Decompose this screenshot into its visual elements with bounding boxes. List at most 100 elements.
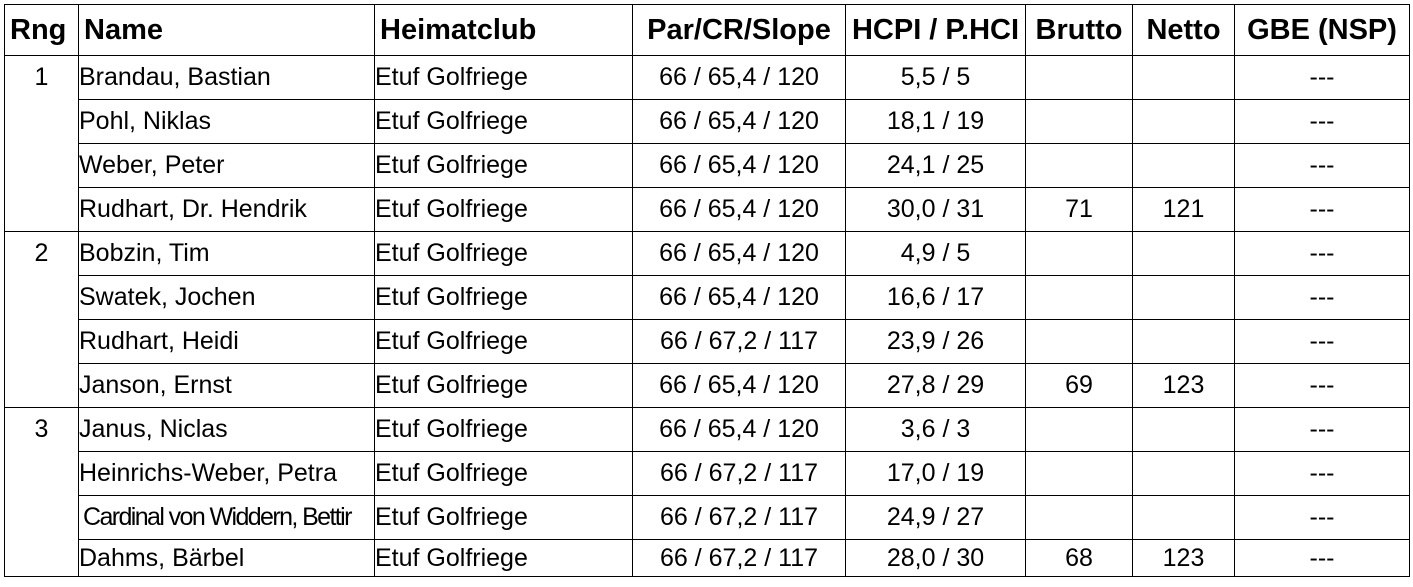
brutto-cell: 71 [1025, 187, 1133, 232]
brutto-cell [1025, 451, 1133, 496]
par-cr-slope-cell: 66 / 65,4 / 120 [632, 363, 846, 408]
player-name-cell: Janson, Ernst [78, 363, 375, 408]
par-cr-slope-cell: 66 / 67,2 / 117 [632, 451, 846, 496]
rank-cell: 3 [4, 407, 79, 452]
rank-cell [4, 275, 79, 320]
par-cr-slope-cell: 66 / 67,2 / 117 [632, 495, 846, 540]
player-name-cell: Heinrichs-Weber, Petra [78, 451, 375, 496]
header-name: Name [78, 4, 375, 56]
gbe-cell: --- [1234, 275, 1410, 320]
header-club: Heimatclub [374, 4, 633, 56]
brutto-cell [1025, 99, 1133, 144]
table-row: Heinrichs-Weber, Petra Etuf Golfriege 66… [4, 451, 1410, 496]
player-name-cell: Dahms, Bärbel [78, 539, 375, 577]
hcpi-cell: 16,6 / 17 [845, 275, 1026, 320]
netto-cell [1132, 143, 1235, 188]
rank-cell [4, 99, 79, 144]
par-cr-slope-cell: 66 / 65,4 / 120 [632, 275, 846, 320]
gbe-cell: --- [1234, 187, 1410, 232]
netto-cell [1132, 407, 1235, 452]
player-name-cell: Cardinal von Widdern, Bettir [78, 495, 375, 540]
hcpi-cell: 28,0 / 30 [845, 539, 1026, 577]
hcpi-cell: 17,0 / 19 [845, 451, 1026, 496]
hcpi-cell: 3,6 / 3 [845, 407, 1026, 452]
brutto-cell [1025, 55, 1133, 100]
player-name-cell: Rudhart, Dr. Hendrik [78, 187, 375, 232]
table-row: Swatek, Jochen Etuf Golfriege 66 / 65,4 … [4, 275, 1410, 320]
header-gbe: GBE (NSP) [1234, 4, 1410, 56]
brutto-cell [1025, 407, 1133, 452]
player-name-cell: Janus, Niclas [78, 407, 375, 452]
home-club-cell: Etuf Golfriege [374, 275, 633, 320]
par-cr-slope-cell: 66 / 65,4 / 120 [632, 407, 846, 452]
netto-cell: 123 [1132, 539, 1235, 577]
netto-cell [1132, 231, 1235, 276]
table-row: 1 Brandau, Bastian Etuf Golfriege 66 / 6… [4, 55, 1410, 100]
player-name-cell: Swatek, Jochen [78, 275, 375, 320]
rank-cell: 1 [4, 55, 79, 100]
results-table: Rng Name Heimatclub Par/CR/Slope HCPI / … [4, 4, 1410, 577]
hcpi-cell: 24,9 / 27 [845, 495, 1026, 540]
brutto-cell [1025, 495, 1133, 540]
home-club-cell: Etuf Golfriege [374, 407, 633, 452]
table-row: Rudhart, Heidi Etuf Golfriege 66 / 67,2 … [4, 319, 1410, 364]
player-name-cell: Brandau, Bastian [78, 55, 375, 100]
home-club-cell: Etuf Golfriege [374, 99, 633, 144]
header-brutto: Brutto [1025, 4, 1133, 56]
brutto-cell [1025, 319, 1133, 364]
par-cr-slope-cell: 66 / 65,4 / 120 [632, 143, 846, 188]
header-row: Rng Name Heimatclub Par/CR/Slope HCPI / … [4, 4, 1410, 56]
home-club-cell: Etuf Golfriege [374, 451, 633, 496]
gbe-cell: --- [1234, 319, 1410, 364]
gbe-cell: --- [1234, 99, 1410, 144]
rank-cell [4, 495, 79, 540]
par-cr-slope-cell: 66 / 67,2 / 117 [632, 319, 846, 364]
netto-cell [1132, 55, 1235, 100]
hcpi-cell: 4,9 / 5 [845, 231, 1026, 276]
hcpi-cell: 24,1 / 25 [845, 143, 1026, 188]
header-par-cr-slope: Par/CR/Slope [632, 4, 846, 56]
rank-cell [4, 451, 79, 496]
gbe-cell: --- [1234, 363, 1410, 408]
home-club-cell: Etuf Golfriege [374, 55, 633, 100]
home-club-cell: Etuf Golfriege [374, 363, 633, 408]
netto-cell [1132, 319, 1235, 364]
rank-cell [4, 539, 79, 577]
player-name-cell: Pohl, Niklas [78, 99, 375, 144]
par-cr-slope-cell: 66 / 65,4 / 120 [632, 187, 846, 232]
brutto-cell [1025, 231, 1133, 276]
player-name-cell: Weber, Peter [78, 143, 375, 188]
table-row: Weber, Peter Etuf Golfriege 66 / 65,4 / … [4, 143, 1410, 188]
rank-cell [4, 319, 79, 364]
home-club-cell: Etuf Golfriege [374, 143, 633, 188]
hcpi-cell: 23,9 / 26 [845, 319, 1026, 364]
par-cr-slope-cell: 66 / 67,2 / 117 [632, 539, 846, 577]
player-name-cell: Rudhart, Heidi [78, 319, 375, 364]
hcpi-cell: 27,8 / 29 [845, 363, 1026, 408]
table-row: Pohl, Niklas Etuf Golfriege 66 / 65,4 / … [4, 99, 1410, 144]
netto-cell [1132, 99, 1235, 144]
gbe-cell: --- [1234, 143, 1410, 188]
par-cr-slope-cell: 66 / 65,4 / 120 [632, 231, 846, 276]
netto-cell: 123 [1132, 363, 1235, 408]
brutto-cell: 68 [1025, 539, 1133, 577]
table-row: Cardinal von Widdern, Bettir Etuf Golfri… [4, 495, 1410, 540]
gbe-cell: --- [1234, 495, 1410, 540]
netto-cell: 121 [1132, 187, 1235, 232]
gbe-cell: --- [1234, 55, 1410, 100]
table-row: Dahms, Bärbel Etuf Golfriege 66 / 67,2 /… [4, 539, 1410, 577]
header-hcpi: HCPI / P.HCI [845, 4, 1026, 56]
gbe-cell: --- [1234, 539, 1410, 577]
par-cr-slope-cell: 66 / 65,4 / 120 [632, 55, 846, 100]
table-row: Janson, Ernst Etuf Golfriege 66 / 65,4 /… [4, 363, 1410, 408]
home-club-cell: Etuf Golfriege [374, 319, 633, 364]
rank-cell [4, 363, 79, 408]
hcpi-cell: 30,0 / 31 [845, 187, 1026, 232]
gbe-cell: --- [1234, 451, 1410, 496]
brutto-cell: 69 [1025, 363, 1133, 408]
header-rng: Rng [4, 4, 79, 56]
hcpi-cell: 18,1 / 19 [845, 99, 1026, 144]
table-row: 2 Bobzin, Tim Etuf Golfriege 66 / 65,4 /… [4, 231, 1410, 276]
home-club-cell: Etuf Golfriege [374, 539, 633, 577]
netto-cell [1132, 275, 1235, 320]
